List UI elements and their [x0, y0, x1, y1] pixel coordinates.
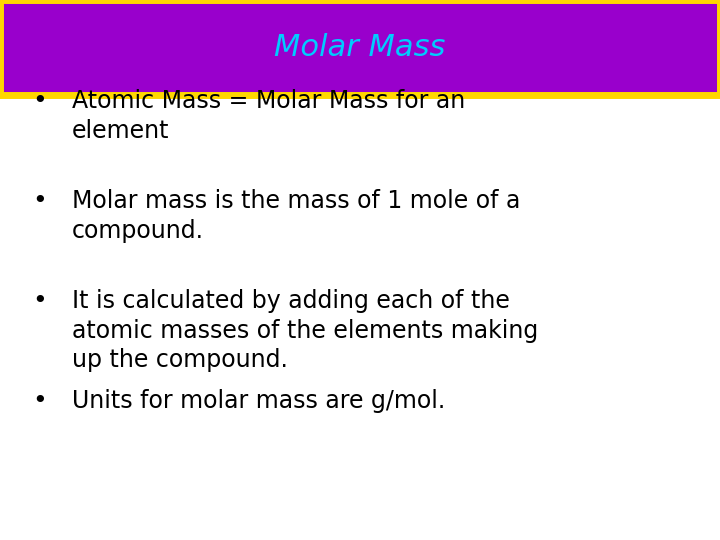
- Text: •: •: [32, 389, 47, 413]
- Text: Units for molar mass are g/mol.: Units for molar mass are g/mol.: [72, 389, 445, 413]
- Text: •: •: [32, 289, 47, 313]
- Text: •: •: [32, 189, 47, 213]
- Text: •: •: [32, 89, 47, 113]
- Text: Atomic Mass = Molar Mass for an
element: Atomic Mass = Molar Mass for an element: [72, 89, 465, 143]
- Text: It is calculated by adding each of the
atomic masses of the elements making
up t: It is calculated by adding each of the a…: [72, 289, 539, 372]
- Text: Molar mass is the mass of 1 mole of a
compound.: Molar mass is the mass of 1 mole of a co…: [72, 189, 521, 242]
- Text: Molar Mass: Molar Mass: [274, 33, 446, 62]
- Bar: [0, 0, 720, 94]
